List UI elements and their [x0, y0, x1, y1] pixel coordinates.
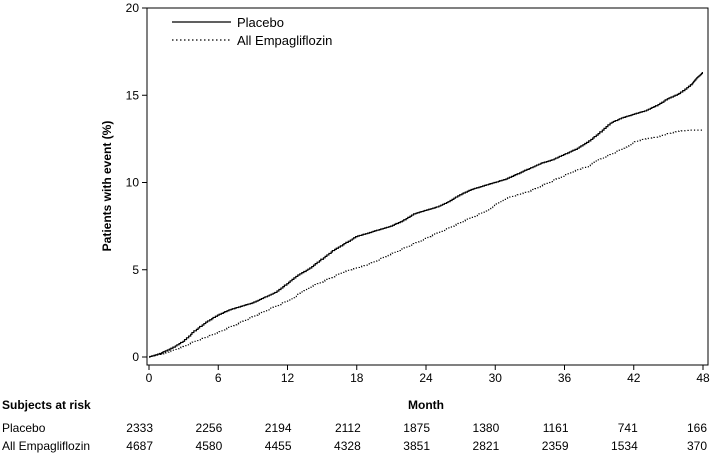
legend-label-placebo: Placebo	[237, 15, 284, 30]
risk-row-label-placebo: Placebo	[2, 421, 46, 435]
risk-value-0-1: 2256	[196, 421, 223, 435]
x-tick-label-24: 24	[419, 371, 433, 385]
risk-value-0-2: 2194	[265, 421, 292, 435]
risk-value-1-8: 370	[687, 439, 707, 453]
risk-value-0-3: 2112	[335, 421, 361, 435]
x-tick-label-42: 42	[627, 371, 641, 385]
risk-value-0-0: 2333	[126, 421, 153, 435]
risk-table-title: Subjects at risk	[2, 398, 91, 412]
x-tick-label-0: 0	[146, 371, 153, 385]
x-tick-label-30: 30	[489, 371, 503, 385]
y-tick-label-20: 20	[126, 1, 140, 15]
risk-value-1-3: 4328	[334, 439, 361, 453]
x-axis: 0 6 12 18 24 30 36 42 48	[146, 365, 710, 385]
y-axis-title: Patients with event (%)	[100, 121, 114, 252]
risk-value-1-1: 4580	[196, 439, 223, 453]
x-tick-label-6: 6	[215, 371, 222, 385]
x-tick-label-48: 48	[696, 371, 710, 385]
legend-label-empagliflozin: All Empagliflozin	[237, 33, 332, 48]
risk-value-1-6: 2359	[542, 439, 569, 453]
risk-row-label-empagliflozin: All Empagliflozin	[2, 439, 90, 453]
risk-value-0-6: 1161	[543, 421, 569, 435]
series-line-0	[149, 71, 703, 358]
series-line-1	[149, 129, 703, 358]
risk-value-0-7: 741	[618, 421, 638, 435]
y-tick-label-0: 0	[132, 350, 139, 364]
risk-value-1-0: 4687	[126, 439, 153, 453]
y-tick-label-10: 10	[126, 176, 140, 190]
risk-value-0-8: 166	[687, 421, 707, 435]
y-tick-label-15: 15	[126, 88, 140, 102]
y-tick-label-5: 5	[132, 263, 139, 277]
plot-area	[146, 7, 709, 366]
risk-value-0-4: 1875	[403, 421, 430, 435]
risk-value-1-7: 1534	[611, 439, 638, 453]
risk-value-1-4: 3851	[403, 439, 430, 453]
x-tick-label-18: 18	[350, 371, 364, 385]
x-tick-label-36: 36	[558, 371, 572, 385]
risk-table: Subjects at risk Placebo All Empaglifloz…	[2, 398, 707, 453]
plot-frame	[146, 7, 709, 366]
risk-value-1-2: 4455	[265, 439, 292, 453]
y-axis: 0 5 10 15 20	[126, 1, 147, 364]
legend: Placebo All Empagliflozin	[172, 15, 332, 48]
series-group	[149, 71, 703, 358]
x-axis-title: Month	[408, 398, 444, 412]
risk-value-0-5: 1380	[473, 421, 500, 435]
x-tick-label-12: 12	[281, 371, 295, 385]
risk-value-1-5: 2821	[473, 439, 500, 453]
